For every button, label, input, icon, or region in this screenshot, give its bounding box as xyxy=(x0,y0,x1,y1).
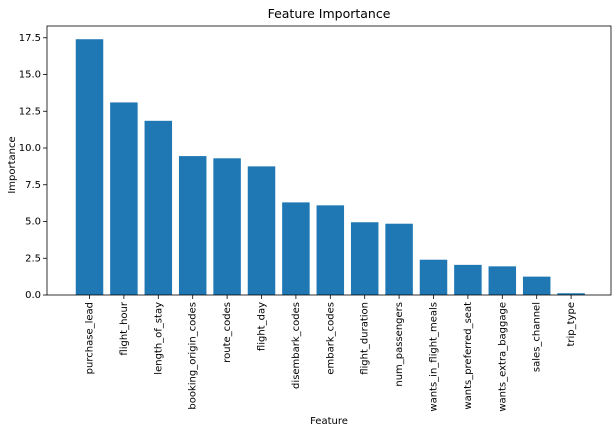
y-tick-label: 0.0 xyxy=(25,290,41,301)
x-tick-label: flight_duration xyxy=(360,302,371,375)
x-axis-label: Feature xyxy=(310,416,348,427)
bar-flight-day xyxy=(247,166,276,295)
y-tick-label: 2.5 xyxy=(25,253,41,264)
plot-frame xyxy=(46,25,612,296)
bar-trip-type xyxy=(557,293,585,295)
bar-embark-codes xyxy=(316,205,345,295)
bar-purchase-lead xyxy=(75,39,104,296)
x-tick-label: disembark_codes xyxy=(291,302,302,389)
y-tick-label: 7.5 xyxy=(25,180,41,191)
bar-num-passengers xyxy=(385,223,413,295)
x-axis-ticks: purchase_lead flight_hour length_of_stay bo… xyxy=(85,295,577,412)
x-tick-label: wants_in_flight_meals xyxy=(429,302,440,412)
bar-wants-preferred-seat xyxy=(454,264,482,295)
chart-title: Feature Importance xyxy=(268,6,391,21)
bar-route-codes xyxy=(213,158,241,295)
y-axis-label: Importance xyxy=(7,136,18,193)
x-tick-label: sales_channel xyxy=(532,302,543,372)
y-axis-ticks: 0.0 2.5 5.0 7.5 10.0 12.5 15.0 17.5 xyxy=(19,33,47,301)
x-tick-label: booking_origin_codes xyxy=(188,302,199,410)
y-tick-label: 10.0 xyxy=(19,143,41,154)
bar-disembark-codes xyxy=(282,202,310,295)
x-tick-label: trip_type xyxy=(566,302,577,347)
x-tick-label: wants_extra_baggage xyxy=(497,302,508,412)
bar-flight-duration xyxy=(350,222,379,295)
x-tick-label: length_of_stay xyxy=(153,302,164,375)
y-tick-label: 12.5 xyxy=(19,106,41,117)
bar-flight-hour xyxy=(110,102,138,295)
x-tick-label: embark_codes xyxy=(325,302,336,375)
y-tick-label: 5.0 xyxy=(25,217,41,228)
x-tick-label: wants_preferred_seat xyxy=(463,302,474,410)
x-tick-label: flight_day xyxy=(257,302,268,351)
x-tick-label: purchase_lead xyxy=(85,302,96,374)
y-tick-label: 17.5 xyxy=(19,33,41,44)
bars-group xyxy=(75,39,585,296)
bar-length-of-stay xyxy=(144,120,173,295)
x-tick-label: num_passengers xyxy=(394,302,405,387)
y-tick-label: 15.0 xyxy=(19,70,41,81)
bar-wants-extra-baggage xyxy=(488,266,517,295)
bar-sales-channel xyxy=(522,276,551,295)
bar-wants-in-flight-meals xyxy=(419,259,448,295)
bar-booking-origin-codes xyxy=(178,156,207,295)
x-tick-label: route_codes xyxy=(222,302,233,363)
x-tick-label: flight_hour xyxy=(119,301,130,355)
